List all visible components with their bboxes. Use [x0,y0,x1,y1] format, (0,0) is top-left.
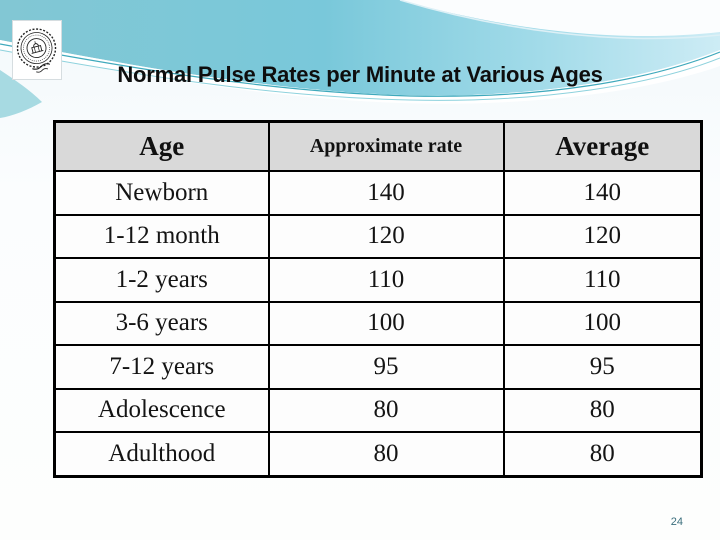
cell-average: 80 [502,431,703,478]
table-header-row: Age Approximate rate Average [53,120,703,172]
cell-rate: 80 [267,431,505,478]
cell-age: 7-12 years [53,344,270,390]
cell-average: 95 [502,344,703,390]
cell-age: Adolescence [53,387,270,434]
cell-age: 1-12 month [53,213,270,260]
cell-rate: 110 [267,257,505,303]
cell-average: 110 [502,257,703,303]
cell-average: 120 [502,213,703,260]
table-row: 3-6 years 100 100 [53,300,703,347]
cell-age: Newborn [53,170,270,216]
cell-average: 140 [502,170,703,216]
cell-rate: 120 [267,213,505,260]
cell-rate: 80 [267,387,505,434]
table-row: 7-12 years 95 95 [53,344,703,390]
cell-age: Adulthood [53,431,270,478]
cell-age: 1-2 years [53,257,270,303]
pulse-rates-table: Age Approximate rate Average Newborn 140… [53,120,703,478]
banner-wave-decoration [0,0,720,118]
table-row: 1-12 month 120 120 [53,213,703,260]
page-number: 24 [670,516,683,528]
university-seal-icon [16,28,57,73]
cell-rate: 140 [267,170,505,216]
cell-rate: 95 [267,344,505,390]
table-row: 1-2 years 110 110 [53,257,703,303]
cell-average: 100 [502,300,703,347]
cell-average: 80 [502,387,703,434]
table-row: Adolescence 80 80 [53,387,703,434]
table-row: Newborn 140 140 [53,170,703,216]
logo [12,20,62,80]
column-header-average: Average [502,120,703,172]
cell-rate: 100 [267,300,505,347]
page-title: Normal Pulse Rates per Minute at Various… [117,62,603,87]
column-header-approximate-rate: Approximate rate [267,120,505,172]
table-row: Adulthood 80 80 [53,431,703,478]
cell-age: 3-6 years [53,300,270,347]
column-header-age: Age [53,120,270,172]
